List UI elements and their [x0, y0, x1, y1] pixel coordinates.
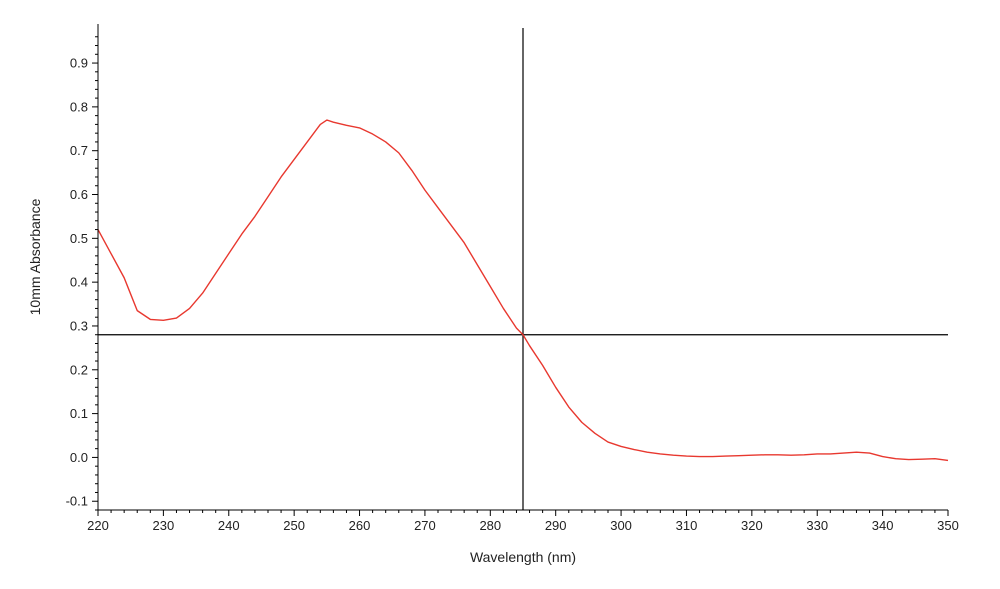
x-tick-label: 290 — [545, 518, 567, 533]
y-tick-label: 0.8 — [70, 99, 88, 114]
y-tick-label: 0.6 — [70, 187, 88, 202]
y-axis-title: 10mm Absorbance — [27, 198, 43, 315]
x-tick-label: 350 — [937, 518, 959, 533]
y-tick-label: 0.5 — [70, 231, 88, 246]
x-tick-label: 310 — [676, 518, 698, 533]
x-tick-label: 240 — [218, 518, 240, 533]
y-ticks: -0.1 0.0 0.1 0.2 0.3 0.4 0.5 0.6 0.7 0.8 0.9 — [66, 36, 98, 511]
x-tick-label: 280 — [479, 518, 501, 533]
x-ticks: 220 230 240 250 260 270 280 290 300 310 320 330 340 3… — [87, 510, 959, 533]
x-tick-label: 230 — [153, 518, 175, 533]
x-tick-label: 300 — [610, 518, 632, 533]
series-layer — [97, 119, 949, 462]
y-tick-label: -0.1 — [66, 494, 88, 509]
crosshair — [98, 28, 948, 510]
x-tick-label: 320 — [741, 518, 763, 533]
x-tick-label: 250 — [283, 518, 305, 533]
y-tick-label: 0.3 — [70, 318, 88, 333]
x-tick-label: 340 — [872, 518, 894, 533]
x-tick-label: 260 — [349, 518, 371, 533]
y-tick-label: 0.4 — [70, 275, 88, 290]
axes — [97, 24, 948, 511]
y-tick-label: 0.1 — [70, 406, 88, 421]
y-tick-label: 0.7 — [70, 143, 88, 158]
y-tick-label: 0.2 — [70, 362, 88, 377]
x-tick-label: 270 — [414, 518, 436, 533]
y-tick-label: 0.9 — [70, 56, 88, 71]
x-axis-title: Wavelength (nm) — [470, 549, 576, 565]
x-tick-label: 220 — [87, 518, 109, 533]
absorbance-series-line — [97, 119, 949, 462]
x-tick-label: 330 — [806, 518, 828, 533]
y-tick-label: 0.0 — [70, 450, 88, 465]
